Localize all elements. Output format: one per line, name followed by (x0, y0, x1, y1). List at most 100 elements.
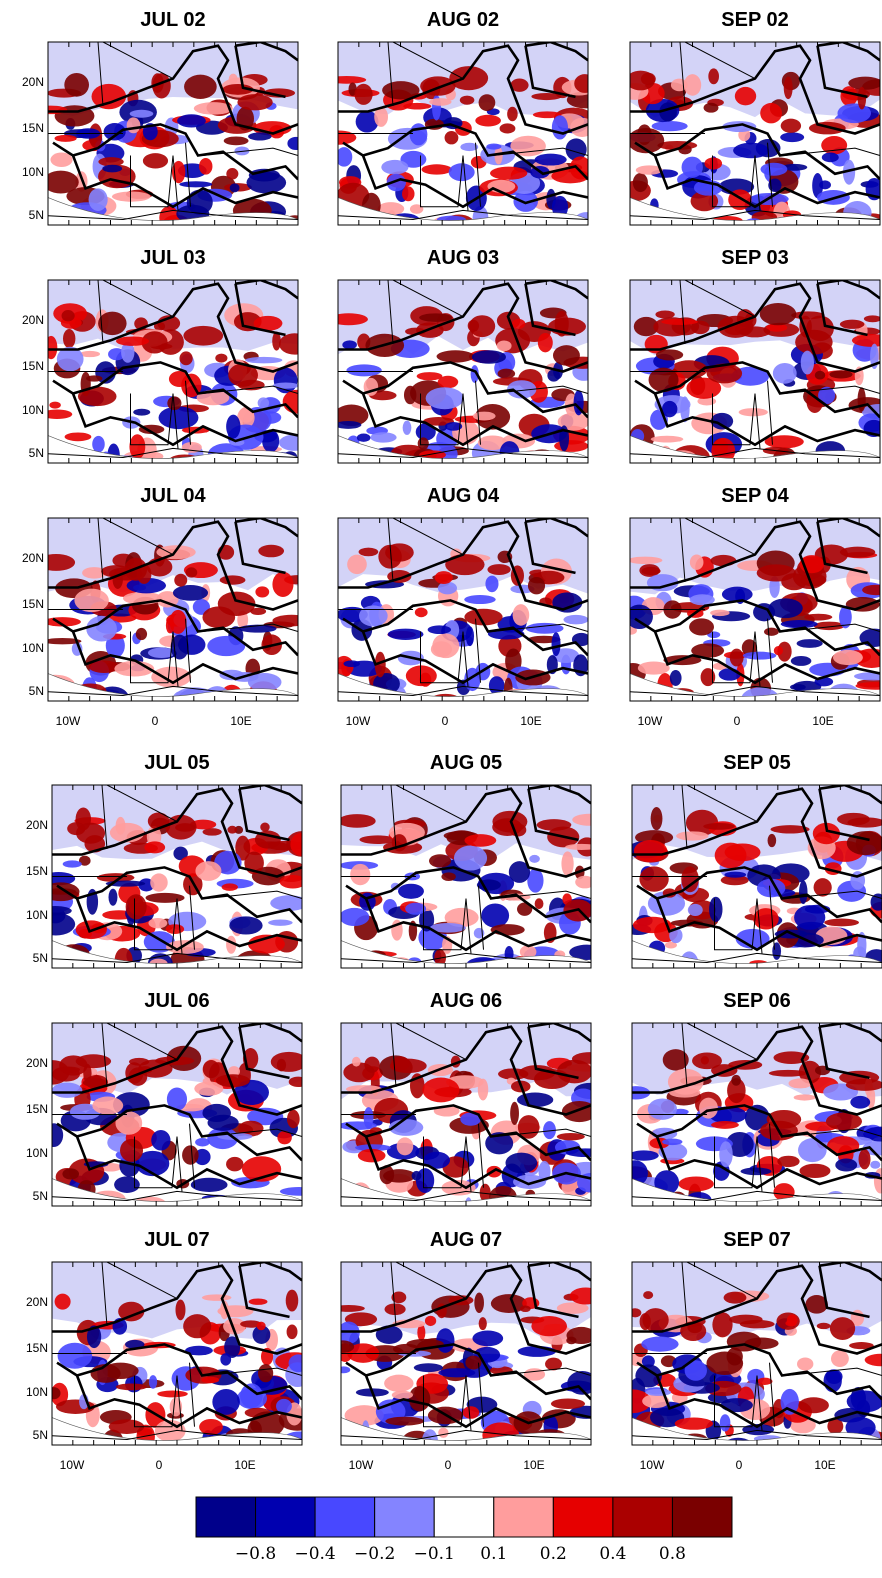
y-tick-label: 10N (26, 908, 48, 922)
panel-title: SEP 04 (721, 485, 789, 507)
anomaly-patch (840, 86, 858, 107)
anomaly-patch (681, 156, 703, 178)
anomaly-patch (88, 660, 120, 673)
anomaly-patch (383, 1169, 416, 1183)
country-border (56, 884, 302, 952)
anomaly-patch (108, 888, 118, 906)
anomaly-patch (809, 1205, 822, 1206)
anomaly-patch (770, 825, 810, 834)
colorbar: −0.8 −0.4 −0.2 −0.1 0.1 0.2 0.4 0.8 (195, 1496, 733, 1564)
anomaly-patch (768, 598, 803, 619)
anomaly-patch (478, 1317, 487, 1331)
anomaly-patch (381, 159, 409, 175)
y-tick-label: 20N (22, 551, 44, 565)
country-border (52, 1367, 302, 1441)
country-border (338, 385, 588, 459)
anomaly-patch (252, 1325, 271, 1344)
map-panel: SEP 07 10W 0 10E (631, 1229, 882, 1472)
anomaly-patch (279, 434, 298, 451)
map-field (341, 785, 591, 968)
panel-title: AUG 06 (430, 990, 502, 1012)
x-tick-label: 10E (814, 1458, 835, 1472)
anomaly-patch (453, 845, 488, 871)
x-tick-label: 10W (56, 714, 81, 728)
anomaly-patch (683, 74, 702, 96)
anomaly-patch (118, 1301, 145, 1322)
anomaly-patch (485, 1132, 514, 1155)
anomaly-patch (870, 1160, 881, 1169)
colorbar-label: −0.1 (414, 1544, 455, 1564)
anomaly-patch (819, 180, 831, 190)
anomaly-patch (377, 202, 405, 216)
anomaly-patch (630, 127, 665, 154)
map-panel: SEP 05 (631, 752, 882, 969)
anomaly-patch (837, 812, 870, 826)
anomaly-patch (92, 435, 105, 453)
x-tick-label: 10E (234, 1458, 255, 1472)
anomaly-patch (642, 1394, 670, 1408)
country-border (630, 42, 773, 211)
anomaly-patch (78, 855, 91, 866)
anomaly-patch (151, 1130, 171, 1151)
anomaly-patch (179, 351, 193, 366)
anomaly-patch (228, 1066, 241, 1077)
anomaly-patch (272, 331, 281, 351)
country-border (818, 785, 882, 842)
panel-title: SEP 07 (723, 1229, 790, 1251)
anomaly-patch (201, 1376, 220, 1384)
anomaly-patch (647, 1098, 678, 1120)
map-panel: SEP 04 10W 0 10E (629, 485, 881, 728)
anomaly-patch (48, 335, 58, 360)
anomaly-patch (201, 1294, 232, 1301)
panel-title: SEP 03 (721, 247, 788, 269)
anomaly-patch (434, 948, 446, 967)
country-border (234, 42, 298, 99)
anomaly-patch (392, 1319, 426, 1329)
coastline (341, 940, 591, 968)
anomaly-patch (342, 340, 357, 350)
anomaly-patch (703, 102, 719, 113)
anomaly-patch (419, 313, 453, 322)
anomaly-patch (338, 404, 369, 427)
anomaly-patch (417, 437, 429, 450)
anomaly-patch (858, 1148, 871, 1170)
anomaly-patch (460, 1112, 481, 1126)
anomaly-patch (669, 670, 682, 686)
anomaly-patch (253, 315, 283, 331)
anomaly-patch (288, 1076, 302, 1088)
country-border (634, 379, 880, 447)
anomaly-patch (551, 115, 568, 140)
anomaly-patch (635, 165, 663, 175)
anomaly-patch (650, 435, 684, 443)
map-panel: JUL 05 20N 15N 10N 5N (26, 752, 303, 969)
anomaly-patch (438, 1368, 476, 1378)
anomaly-patch (199, 1418, 223, 1435)
anomaly-patch (734, 86, 757, 106)
anomaly-patch (437, 581, 458, 595)
anomaly-patch (444, 907, 479, 928)
anomaly-patch (212, 1389, 240, 1415)
coastline (630, 435, 880, 463)
anomaly-patch (662, 1138, 683, 1146)
anomaly-patch (780, 132, 805, 143)
anomaly-patch (777, 1155, 800, 1168)
anomaly-patch (808, 121, 846, 135)
anomaly-patch (561, 1447, 595, 1454)
country-border (338, 44, 588, 135)
anomaly-patch (402, 420, 412, 435)
country-border (238, 1023, 302, 1080)
anomaly-patch (517, 1092, 554, 1108)
anomaly-patch (862, 584, 880, 596)
anomaly-patch (729, 648, 744, 667)
coastline (341, 1178, 591, 1206)
anomaly-patch (711, 437, 736, 463)
anomaly-patch (465, 626, 475, 647)
y-tick-label: 15N (22, 121, 44, 135)
anomaly-patch (428, 854, 452, 868)
country-border (52, 141, 298, 209)
country-border (52, 1128, 302, 1202)
anomaly-patch (437, 375, 459, 389)
country-border (527, 1023, 591, 1080)
anomaly-patch (641, 1336, 679, 1352)
anomaly-patch (88, 188, 108, 211)
